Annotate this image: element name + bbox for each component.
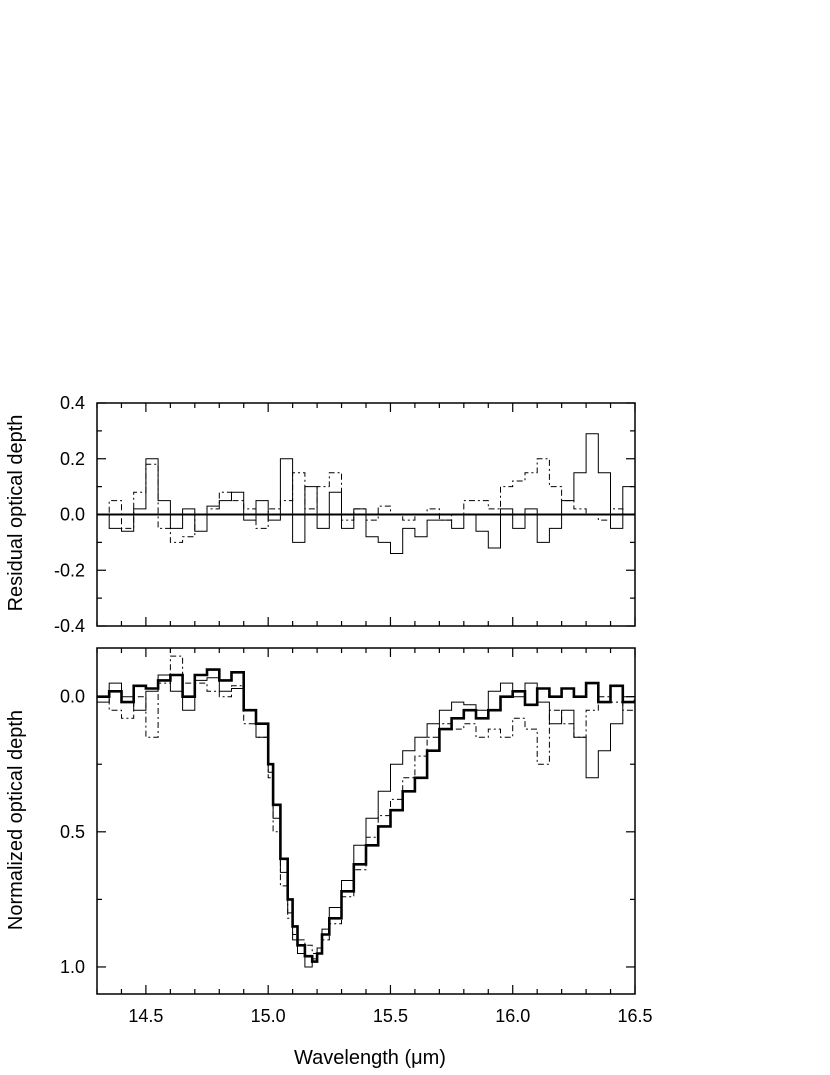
bottom-series-thick-solid: [97, 668, 635, 963]
top-y-tick-label: 0.0: [60, 505, 85, 525]
bottom-y-axis-label: Normalized optical depth: [5, 710, 27, 930]
x-tick-label: 14.5: [128, 1006, 163, 1026]
bottom-y-tick-label: 0.5: [60, 822, 85, 842]
top-y-axis-label: Residual optical depth: [5, 415, 27, 612]
normalized-panel: 14.5 15.0 15.5 16.0 16.5 0.0 0.5 1.0: [60, 647, 653, 1026]
bottom-series-thin-solid: [97, 674, 635, 968]
bottom-y-tick-label: 0.0: [60, 687, 85, 707]
x-tick-label: 16.0: [495, 1006, 530, 1026]
top-series-thin-solid: [97, 433, 635, 554]
x-axis-label: Wavelength (μm): [294, 1047, 446, 1069]
top-y-tick-label: 0.4: [60, 393, 85, 413]
x-tick-label: 15.5: [373, 1006, 408, 1026]
bottom-y-tick-label: 1.0: [60, 957, 85, 977]
residual-panel: 0.4 0.2 0.0 -0.2 -0.4: [54, 393, 636, 636]
top-y-tick-label: 0.2: [60, 449, 85, 469]
top-y-tick-label: -0.4: [54, 616, 85, 636]
top-y-tick-label: -0.2: [54, 560, 85, 580]
x-tick-label: 16.5: [617, 1006, 652, 1026]
x-tick-label: 15.0: [251, 1006, 286, 1026]
bottom-series-dash-dot: [97, 655, 635, 954]
